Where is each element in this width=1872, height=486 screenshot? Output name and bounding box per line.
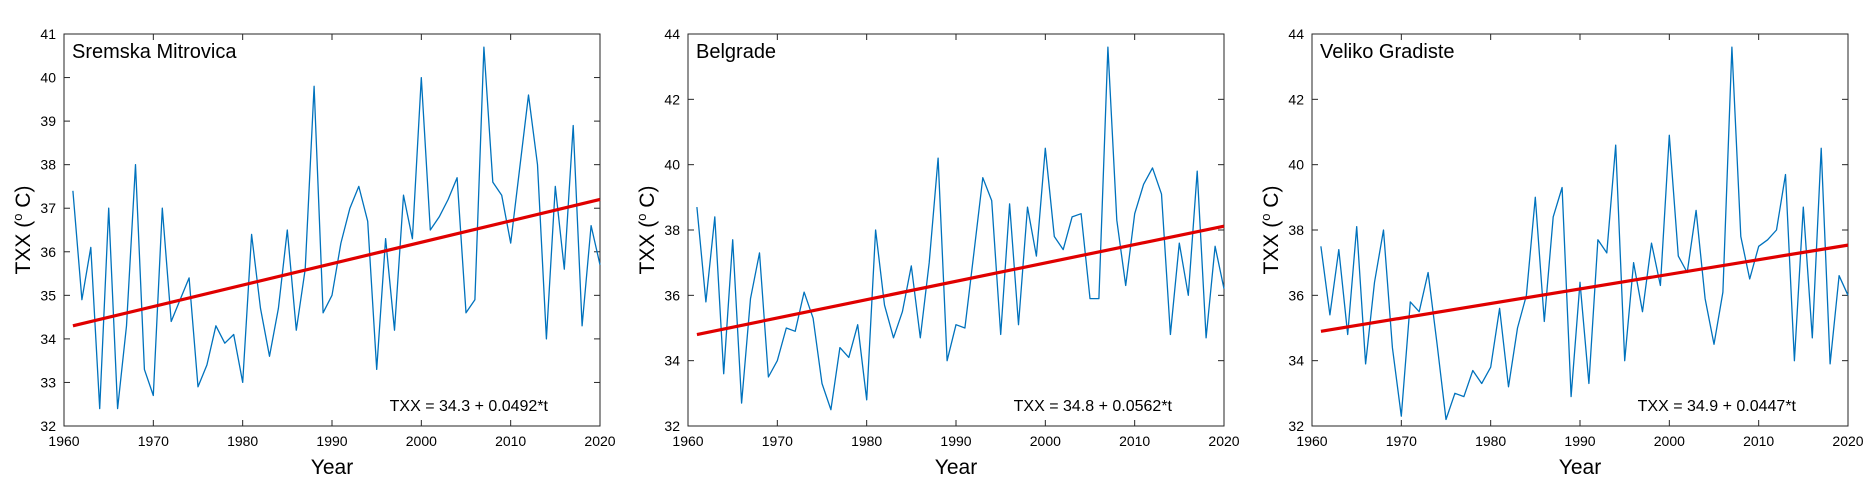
y-tick-label: 35 (40, 287, 56, 303)
y-tick-label: 32 (664, 418, 680, 434)
x-tick-label: 1970 (1386, 433, 1417, 449)
series-line (72, 46, 601, 410)
y-tick-label: 40 (40, 70, 56, 86)
y-tick-label: 38 (664, 222, 680, 238)
y-tick-label: 39 (40, 113, 56, 129)
x-tick-label: 1970 (138, 433, 169, 449)
x-axis-label: Year (1559, 456, 1601, 479)
station-name: Sremska Mitrovica (72, 41, 237, 63)
x-tick-label: 2020 (1208, 433, 1239, 449)
x-tick-label: 2000 (1030, 433, 1061, 449)
y-axis-label: TXX (o C) (1258, 186, 1283, 275)
y-axis-label-degree: o (10, 214, 25, 221)
y-tick-label: 36 (664, 287, 680, 303)
x-tick-label: 1990 (940, 433, 971, 449)
y-axis-label-main: TXX ( (12, 221, 35, 275)
y-axis-label-main: TXX ( (636, 221, 659, 275)
y-tick-label: 40 (664, 157, 680, 173)
x-axis-label: Year (311, 456, 353, 479)
axes-box (1311, 33, 1849, 427)
series-line (1320, 46, 1849, 421)
x-tick-label: 1980 (1475, 433, 1506, 449)
y-axis-label-unit: C) (1260, 186, 1283, 214)
x-tick-label: 2010 (1743, 433, 1774, 449)
y-tick-label: 32 (40, 418, 56, 434)
x-tick-label: 1990 (316, 433, 347, 449)
chart-panel-veliko-gradiste: 1960 1970 1980 1990 2000 2010 2020 32 34 36 38 40 42… (1248, 0, 1872, 481)
x-tick-label: 1990 (1564, 433, 1595, 449)
chart-sremska-mitrovica: 1960 1970 1980 1990 2000 2010 2020 32 33 34 35 36 37… (10, 26, 616, 479)
station-name: Belgrade (696, 41, 776, 63)
trend-line (72, 197, 601, 328)
trend-line (1320, 243, 1849, 333)
chart-panel-sremska-mitrovica: 1960 1970 1980 1990 2000 2010 2020 32 33 34 35 36 37… (0, 0, 624, 481)
x-tick-label: 1980 (227, 433, 258, 449)
trend-line (696, 224, 1225, 337)
y-axis-label-degree: o (634, 214, 649, 221)
y-tick-label: 44 (1288, 26, 1304, 42)
trend-equation: TXX = 34.9 + 0.0447*t (1638, 398, 1797, 415)
x-tick-label: 2020 (584, 433, 615, 449)
x-tick-label: 2020 (1832, 433, 1863, 449)
axes-box (687, 33, 1225, 427)
y-tick-label: 42 (1288, 91, 1304, 107)
x-tick-label: 1970 (762, 433, 793, 449)
chart-belgrade: 1960 1970 1980 1990 2000 2010 2020 32 34 36 38 40 42… (634, 26, 1240, 479)
chart-panel-belgrade: 1960 1970 1980 1990 2000 2010 2020 32 34 36 38 40 42… (624, 0, 1248, 481)
y-tick-label: 41 (40, 26, 56, 42)
y-tick-label: 36 (1288, 287, 1304, 303)
series-line (696, 46, 1225, 411)
y-axis-label: TXX (o C) (10, 186, 35, 275)
y-tick-label: 34 (40, 331, 56, 347)
trend-equation: TXX = 34.3 + 0.0492*t (390, 398, 549, 415)
y-axis-label: TXX (o C) (634, 186, 659, 275)
station-name: Veliko Gradiste (1320, 41, 1455, 63)
x-tick-label: 1960 (672, 433, 703, 449)
y-tick-label: 42 (664, 91, 680, 107)
x-tick-label: 2000 (406, 433, 437, 449)
trend-equation: TXX = 34.8 + 0.0562*t (1014, 398, 1173, 415)
y-tick-label: 34 (1288, 353, 1304, 369)
y-axis-label-unit: C) (12, 186, 35, 214)
x-tick-label: 1960 (1296, 433, 1327, 449)
y-tick-label: 44 (664, 26, 680, 42)
y-tick-label: 38 (1288, 222, 1304, 238)
y-tick-label: 32 (1288, 418, 1304, 434)
y-tick-label: 40 (1288, 157, 1304, 173)
x-tick-label: 2010 (495, 433, 526, 449)
y-tick-label: 34 (664, 353, 680, 369)
chart-veliko-gradiste: 1960 1970 1980 1990 2000 2010 2020 32 34 36 38 40 42… (1258, 26, 1864, 479)
x-tick-label: 1960 (48, 433, 79, 449)
y-tick-label: 37 (40, 200, 56, 216)
y-axis-label-unit: C) (636, 186, 659, 214)
x-tick-label: 2010 (1119, 433, 1150, 449)
x-tick-label: 2000 (1654, 433, 1685, 449)
y-axis-label-main: TXX ( (1260, 221, 1283, 275)
x-axis-label: Year (935, 456, 977, 479)
y-tick-label: 38 (40, 157, 56, 173)
y-tick-label: 36 (40, 244, 56, 260)
x-tick-label: 1980 (851, 433, 882, 449)
y-tick-label: 33 (40, 374, 56, 390)
y-axis-label-degree: o (1258, 214, 1273, 221)
